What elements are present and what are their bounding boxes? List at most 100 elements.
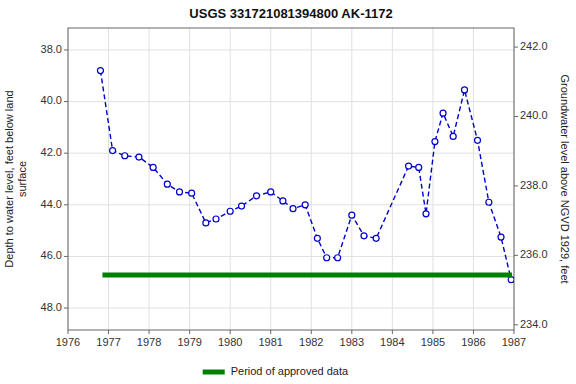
y-axis-label-line: Depth to water level, feet below land [3,90,15,267]
grid-line-x [432,28,433,330]
data-point [136,154,142,160]
y-tick [64,204,68,205]
y-axis-label: Depth to water level, feet below landsur… [3,90,28,267]
data-point [324,255,330,261]
grid-line-x [270,28,271,330]
data-point [440,110,446,116]
plot-frame [68,28,514,330]
x-tick [68,330,69,334]
axes: 1976 1977 1978 1979 1980 1981 1982 1983 1984 1985… [41,40,548,348]
y-tick [64,256,68,257]
data-point [508,277,514,283]
x-tick-label: 1977 [96,336,120,348]
data-point [361,233,367,239]
x-tick [108,330,109,334]
y-tick [64,49,68,50]
data-point [432,139,438,145]
data-point [302,202,308,208]
data-point [406,163,412,169]
y2-tick-label: 240.0 [520,109,548,121]
grid-line-x [108,28,109,330]
legend-label: Period of approved data [231,365,349,377]
x-tick-label: 1978 [137,336,161,348]
data-point [203,220,209,226]
data-point [122,153,128,159]
x-tick-label: 1986 [461,336,485,348]
data-point [213,216,219,222]
y-tick [64,153,68,154]
x-tick-label: 1979 [177,336,201,348]
x-tick [514,330,515,334]
grid [68,28,514,330]
grid-line-y [68,101,514,102]
grid-line-y [68,256,514,257]
y2-tick [514,116,518,117]
approved-period-bar [102,273,512,278]
data-point [290,206,296,212]
grid-line-x [351,28,352,330]
x-tick-label: 1983 [340,336,364,348]
x-tick-label: 1982 [299,336,323,348]
y-tick-label: 48.0 [41,301,62,313]
background [0,0,576,384]
grid-line-x [189,28,190,330]
data-point [423,211,429,217]
y2-tick [514,255,518,256]
data-point [462,87,468,93]
y-tick-label: 46.0 [41,249,62,261]
data-point [150,164,156,170]
grid-line-y [68,204,514,205]
grid-line-x [311,28,312,330]
y-axis-label-line: surface [16,161,28,197]
data-point [254,193,260,199]
legend: Period of approved data [203,365,349,377]
data-point [475,137,481,143]
y2-tick [514,47,518,48]
grid-line-y [68,49,514,50]
grid-line-x [473,28,474,330]
grid-line-y [68,308,514,309]
x-tick-label: 1981 [258,336,282,348]
x-tick [189,330,190,334]
data-point [110,148,116,154]
x-tick [230,330,231,334]
x-tick-label: 1985 [421,336,445,348]
data-point [498,234,504,240]
y2-tick-label: 242.0 [520,40,548,52]
y2-tick [514,324,518,325]
data-point [416,164,422,170]
x-tick-label: 1987 [502,336,526,348]
legend-swatch [203,370,225,375]
grid-line-y [68,153,514,154]
x-tick [432,330,433,334]
x-tick [149,330,150,334]
data-point [177,189,183,195]
data-point [373,235,379,241]
y-tick-label: 42.0 [41,146,62,158]
data-point [97,68,103,74]
y-tick-label: 44.0 [41,198,62,210]
data-point [335,255,341,261]
data-point [268,189,274,195]
data-line [100,71,511,280]
x-tick-label: 1976 [56,336,80,348]
x-tick-label: 1984 [380,336,404,348]
data-point [314,235,320,241]
data-point [189,190,195,196]
y-tick [64,308,68,309]
data-point [486,199,492,205]
x-tick-label: 1980 [218,336,242,348]
x-tick [351,330,352,334]
data [97,68,514,283]
y2-axis-label: Groundwater level above NGVD 1929, feet [559,74,571,283]
y2-tick-label: 238.0 [520,179,548,191]
y-tick [64,101,68,102]
grid-line-x [230,28,231,330]
x-tick [392,330,393,334]
x-tick [473,330,474,334]
grid-line-x [392,28,393,330]
data-point [239,203,245,209]
data-point [227,208,233,214]
data-point [164,181,170,187]
title: USGS 331721081394800 AK-1172 [189,6,392,21]
